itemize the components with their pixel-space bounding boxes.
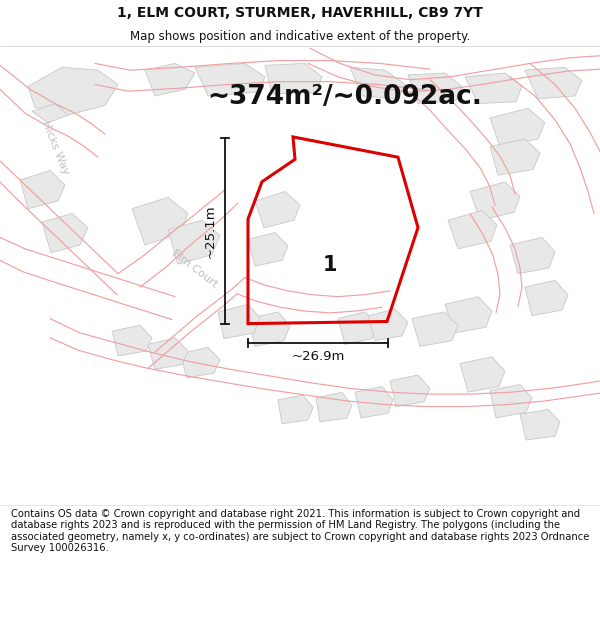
Polygon shape	[248, 232, 288, 266]
Polygon shape	[460, 357, 505, 392]
Text: ~25.1m: ~25.1m	[204, 204, 217, 258]
Polygon shape	[490, 108, 545, 147]
Polygon shape	[355, 386, 393, 418]
Polygon shape	[412, 312, 458, 346]
Text: ~374m²/~0.092ac.: ~374m²/~0.092ac.	[208, 84, 482, 111]
Polygon shape	[368, 309, 408, 341]
Text: Map shows position and indicative extent of the property.: Map shows position and indicative extent…	[130, 29, 470, 42]
Polygon shape	[278, 395, 313, 424]
Polygon shape	[28, 68, 118, 115]
Polygon shape	[195, 64, 265, 96]
Polygon shape	[520, 409, 560, 440]
Polygon shape	[338, 312, 378, 344]
Polygon shape	[510, 238, 555, 274]
Text: Hicks Way: Hicks Way	[40, 119, 70, 176]
Text: ~26.9m: ~26.9m	[292, 349, 344, 362]
Polygon shape	[20, 171, 65, 209]
Polygon shape	[168, 220, 220, 264]
Polygon shape	[470, 182, 520, 220]
Polygon shape	[218, 304, 260, 339]
Text: Elm Court: Elm Court	[170, 248, 220, 289]
Polygon shape	[32, 104, 68, 122]
Polygon shape	[445, 297, 492, 333]
Polygon shape	[465, 73, 522, 104]
Text: 1, ELM COURT, STURMER, HAVERHILL, CB9 7YT: 1, ELM COURT, STURMER, HAVERHILL, CB9 7Y…	[117, 6, 483, 20]
Polygon shape	[248, 312, 290, 346]
Polygon shape	[448, 211, 497, 249]
Polygon shape	[42, 214, 88, 253]
Text: 1: 1	[323, 255, 337, 275]
Polygon shape	[148, 338, 188, 369]
Polygon shape	[316, 392, 352, 422]
Polygon shape	[145, 64, 195, 96]
Polygon shape	[255, 191, 300, 228]
Text: Contains OS data © Crown copyright and database right 2021. This information is : Contains OS data © Crown copyright and d…	[11, 509, 589, 553]
Polygon shape	[490, 384, 532, 418]
Polygon shape	[132, 198, 188, 245]
Polygon shape	[265, 64, 322, 94]
Polygon shape	[525, 281, 568, 316]
Polygon shape	[490, 139, 540, 175]
Polygon shape	[350, 68, 405, 99]
Polygon shape	[112, 326, 152, 356]
Polygon shape	[408, 73, 462, 104]
Polygon shape	[180, 348, 220, 378]
Polygon shape	[390, 375, 430, 406]
Polygon shape	[525, 68, 582, 99]
